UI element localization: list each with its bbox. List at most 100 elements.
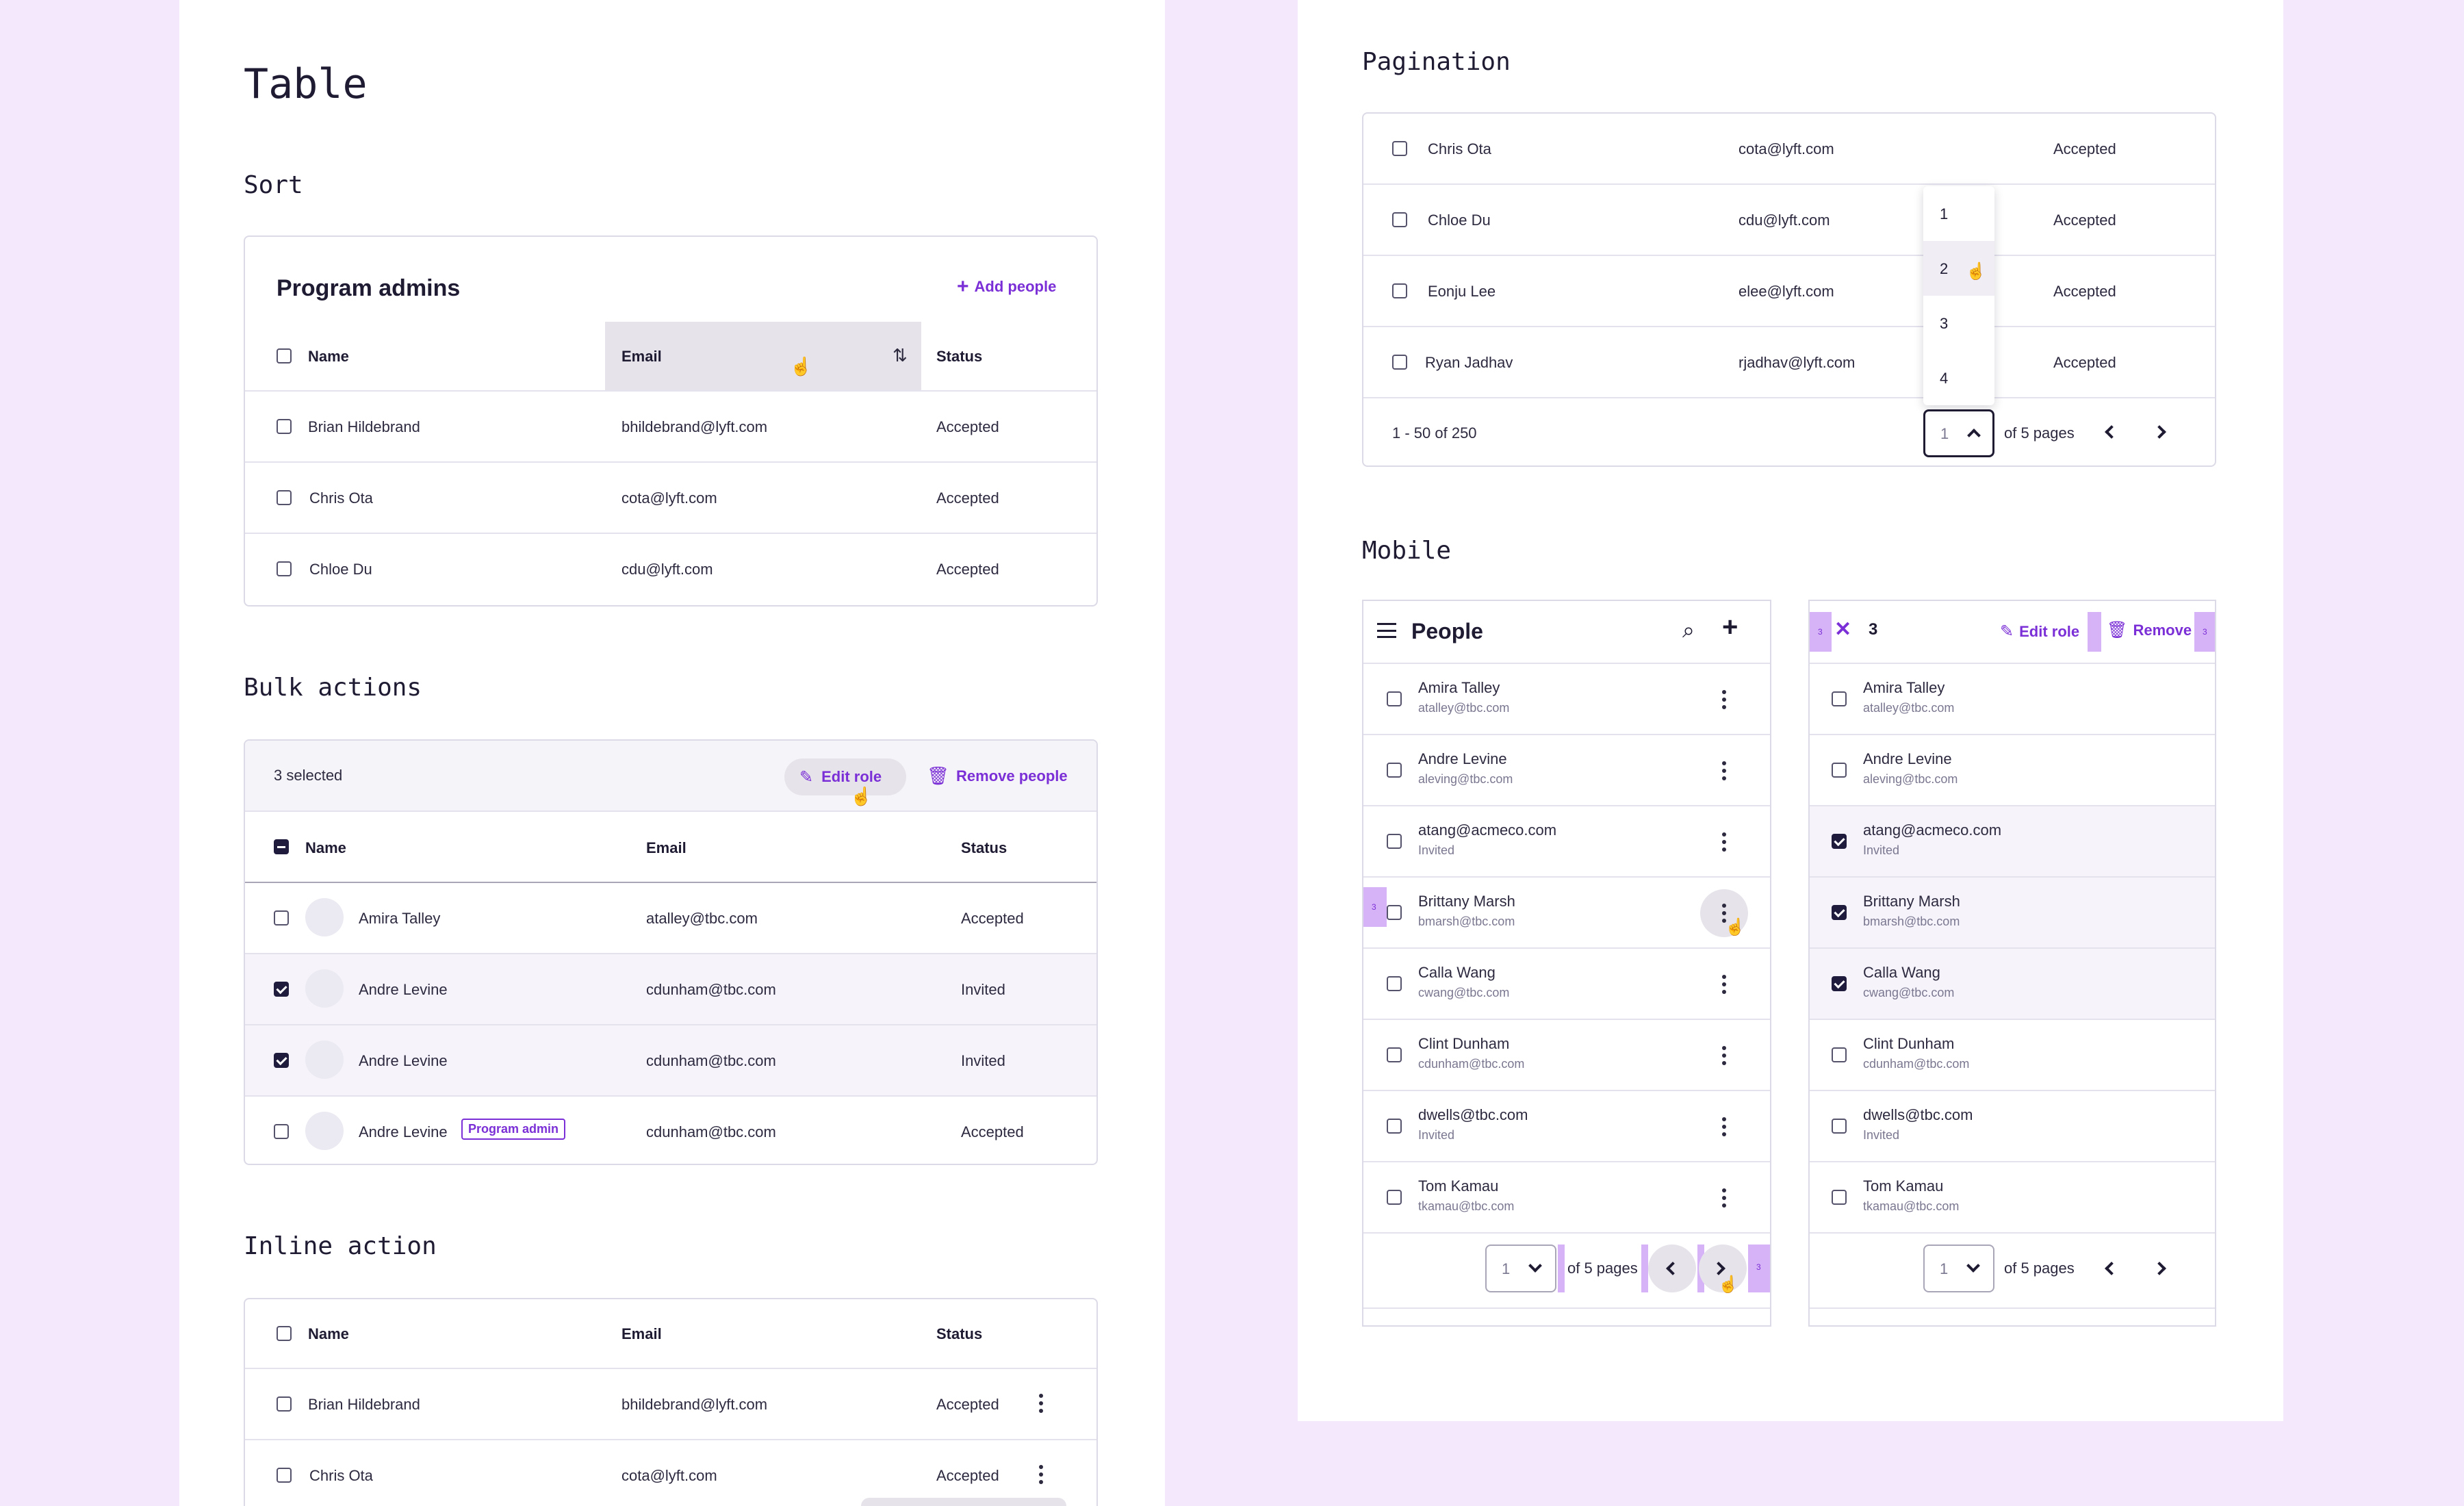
edit-role-button[interactable]: ✎ Edit role: [784, 758, 906, 795]
list-item[interactable]: Andre Levine aleving@tbc.com: [1810, 735, 2215, 806]
row-checkbox[interactable]: [277, 419, 292, 434]
row-checkbox[interactable]: [1392, 283, 1407, 298]
chevron-left-icon[interactable]: [2105, 425, 2118, 439]
row-checkbox[interactable]: [1832, 1047, 1847, 1062]
kebab-icon[interactable]: [1039, 1394, 1043, 1413]
table-row[interactable]: Amira Talley atalley@tbc.com Accepted: [245, 883, 1096, 954]
table-row[interactable]: Brian Hildebrand bhildebrand@lyft.com Ac…: [245, 392, 1096, 463]
row-checkbox[interactable]: [1387, 976, 1402, 991]
sort-icon[interactable]: ⇅: [893, 345, 908, 366]
select-all-checkbox[interactable]: [277, 1326, 292, 1341]
list-item[interactable]: Calla Wang cwang@tbc.com: [1810, 949, 2215, 1020]
list-item[interactable]: Clint Dunham cdunham@tbc.com: [1810, 1020, 2215, 1091]
list-item[interactable]: dwells@tbc.com Invited: [1810, 1091, 2215, 1162]
list-item[interactable]: Brittany Marsh bmarsh@tbc.com ☝: [1363, 878, 1770, 949]
add-people-button[interactable]: + Add people: [957, 275, 1057, 298]
row-checkbox[interactable]: [277, 490, 292, 505]
search-icon[interactable]: ⌕: [1682, 617, 1695, 642]
column-name[interactable]: Name: [308, 1325, 349, 1342]
table-row[interactable]: Andre Levine Program admin cdunham@tbc.c…: [245, 1097, 1096, 1164]
row-checkbox[interactable]: [1832, 976, 1847, 991]
row-checkbox[interactable]: [274, 982, 289, 997]
row-checkbox[interactable]: [1832, 763, 1847, 778]
row-checkbox[interactable]: [1387, 834, 1402, 849]
list-item[interactable]: Amira Talley atalley@tbc.com: [1363, 664, 1770, 735]
table-row[interactable]: Chloe Du cdu@lyft.com Accepted: [245, 534, 1096, 605]
close-icon[interactable]: ✕: [1834, 618, 1852, 641]
list-item[interactable]: Brittany Marsh bmarsh@tbc.com: [1810, 878, 2215, 949]
kebab-icon[interactable]: [1722, 975, 1726, 994]
prev-page-button[interactable]: [1648, 1245, 1696, 1292]
row-checkbox[interactable]: [274, 910, 289, 926]
kebab-icon[interactable]: [1722, 1117, 1726, 1136]
dropdown-option[interactable]: 4: [1940, 370, 1949, 387]
table-row[interactable]: Eonju Lee elee@lyft.com Accepted: [1363, 256, 2215, 327]
column-email[interactable]: Email: [621, 1325, 662, 1342]
menu-icon[interactable]: [1377, 623, 1396, 638]
row-checkbox[interactable]: [274, 1053, 289, 1068]
table-row[interactable]: Brian Hildebrand bhildebrand@lyft.com Ac…: [245, 1369, 1096, 1440]
row-checkbox[interactable]: [1387, 1119, 1402, 1134]
row-checkbox[interactable]: [1392, 212, 1407, 227]
table-row[interactable]: Andre Levine cdunham@tbc.com Invited: [245, 1025, 1096, 1097]
select-all-checkbox[interactable]: [274, 839, 289, 854]
row-checkbox[interactable]: [1392, 355, 1407, 370]
column-status[interactable]: Status: [961, 839, 1008, 856]
page-select[interactable]: 1: [1485, 1245, 1556, 1292]
list-item[interactable]: Amira Talley atalley@tbc.com: [1810, 664, 2215, 735]
list-item[interactable]: Tom Kamau tkamau@tbc.com: [1810, 1162, 2215, 1234]
kebab-icon[interactable]: [1722, 1046, 1726, 1065]
row-checkbox[interactable]: [1832, 834, 1847, 849]
chevron-right-icon[interactable]: [2153, 425, 2166, 439]
row-checkbox[interactable]: [1387, 763, 1402, 778]
chevron-left-icon[interactable]: [2105, 1262, 2118, 1275]
table-row[interactable]: Chris Ota cota@lyft.com Accepted: [245, 463, 1096, 534]
row-checkbox[interactable]: [1387, 1047, 1402, 1062]
page-select[interactable]: 1: [1923, 409, 1994, 457]
row-checkbox[interactable]: [1387, 691, 1402, 706]
column-status[interactable]: Status: [936, 348, 983, 365]
row-checkbox[interactable]: [277, 1396, 292, 1412]
row-checkbox[interactable]: [1387, 905, 1402, 920]
kebab-icon[interactable]: [1722, 904, 1726, 923]
kebab-icon[interactable]: [1722, 761, 1726, 780]
kebab-icon[interactable]: [1722, 832, 1726, 852]
column-email[interactable]: Email: [646, 839, 686, 856]
table-row[interactable]: Chris Ota cota@lyft.com Accepted: [245, 1440, 1096, 1506]
edit-role-button[interactable]: ✎ Edit role: [2000, 622, 2080, 641]
list-item[interactable]: Calla Wang cwang@tbc.com: [1363, 949, 1770, 1020]
list-item[interactable]: atang@acmeco.com Invited: [1810, 806, 2215, 878]
column-name[interactable]: Name: [308, 348, 349, 365]
plus-icon[interactable]: +: [1722, 612, 1738, 642]
list-item[interactable]: Tom Kamau tkamau@tbc.com: [1363, 1162, 1770, 1234]
row-checkbox[interactable]: [277, 561, 292, 576]
kebab-icon[interactable]: [1722, 1188, 1726, 1208]
table-row[interactable]: Chloe Du cdu@lyft.com Accepted: [1363, 185, 2215, 256]
row-checkbox[interactable]: [1832, 905, 1847, 920]
row-checkbox[interactable]: [277, 1468, 292, 1483]
chevron-right-icon[interactable]: [2153, 1262, 2166, 1275]
table-row[interactable]: Andre Levine cdunham@tbc.com Invited: [245, 954, 1096, 1025]
row-checkbox[interactable]: [1832, 1119, 1847, 1134]
table-row[interactable]: Chris Ota cota@lyft.com Accepted: [1363, 114, 2215, 185]
column-email[interactable]: Email: [621, 348, 662, 365]
select-all-checkbox[interactable]: [277, 348, 292, 363]
row-checkbox[interactable]: [1832, 691, 1847, 706]
dropdown-option[interactable]: 3: [1940, 315, 1949, 332]
list-item[interactable]: Andre Levine aleving@tbc.com: [1363, 735, 1770, 806]
kebab-icon[interactable]: [1039, 1465, 1043, 1484]
row-checkbox[interactable]: [1392, 141, 1407, 156]
dropdown-option[interactable]: 1: [1940, 205, 1949, 222]
row-checkbox[interactable]: [274, 1124, 289, 1139]
list-item[interactable]: atang@acmeco.com Invited: [1363, 806, 1770, 878]
page-select[interactable]: 1: [1923, 1245, 1994, 1292]
list-item[interactable]: Clint Dunham cdunham@tbc.com: [1363, 1020, 1770, 1091]
kebab-icon[interactable]: [1722, 690, 1726, 709]
dropdown-option[interactable]: 2 ☝: [1923, 241, 1994, 296]
remove-button[interactable]: 🗑 Remove: [2107, 621, 2192, 639]
row-checkbox[interactable]: [1832, 1190, 1847, 1205]
column-status[interactable]: Status: [936, 1325, 983, 1342]
row-checkbox[interactable]: [1387, 1190, 1402, 1205]
next-page-button[interactable]: [1699, 1245, 1747, 1292]
table-row[interactable]: Ryan Jadhav rjadhav@lyft.com Accepted: [1363, 327, 2215, 398]
